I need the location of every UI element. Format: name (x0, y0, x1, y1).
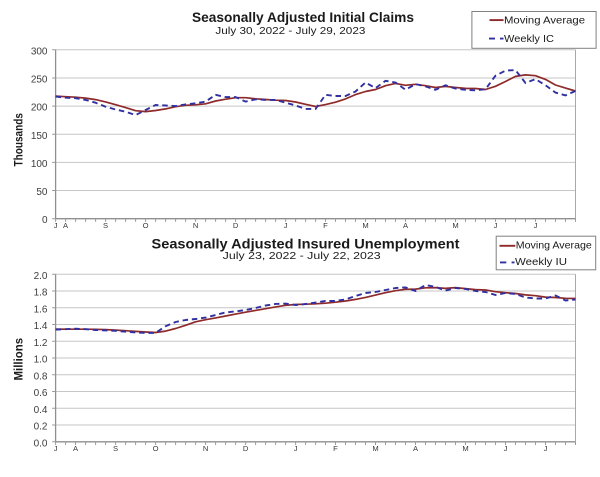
svg-text:F: F (333, 444, 338, 453)
svg-text:J: J (544, 444, 548, 453)
svg-text:A: A (63, 221, 69, 230)
svg-text:0.2: 0.2 (34, 422, 48, 433)
svg-text:Weekly IC: Weekly IC (504, 33, 554, 45)
svg-text:150: 150 (31, 131, 48, 142)
svg-text:O: O (143, 221, 149, 230)
svg-text:0.0: 0.0 (34, 438, 48, 449)
svg-text:1.0: 1.0 (34, 355, 48, 366)
svg-text:200: 200 (31, 103, 48, 114)
svg-text:1.4: 1.4 (34, 321, 48, 332)
svg-text:J: J (494, 221, 498, 230)
svg-text:Weekly IU: Weekly IU (515, 257, 567, 268)
svg-text:M: M (362, 221, 368, 230)
svg-text:July 30, 2022 - July 29, 2023: July 30, 2022 - July 29, 2023 (215, 25, 365, 37)
svg-text:Thousands: Thousands (14, 113, 26, 167)
svg-text:0.8: 0.8 (34, 371, 48, 382)
svg-text:250: 250 (31, 74, 48, 85)
svg-text:J: J (284, 221, 288, 230)
svg-text:1.6: 1.6 (34, 304, 48, 315)
svg-text:J: J (534, 221, 538, 230)
svg-text:M: M (452, 221, 458, 230)
svg-text:S: S (103, 221, 108, 230)
svg-text:M: M (462, 444, 468, 453)
svg-text:1.8: 1.8 (34, 288, 48, 299)
svg-text:D: D (233, 221, 239, 230)
svg-text:July 23, 2022 - July 22, 2023: July 23, 2022 - July 22, 2023 (223, 250, 381, 262)
svg-text:A: A (403, 221, 409, 230)
svg-text:50: 50 (36, 187, 48, 198)
svg-text:Seasonally Adjusted Insured Un: Seasonally Adjusted Insured Unemployment (152, 236, 460, 252)
svg-text:A: A (413, 444, 419, 453)
svg-text:J: J (54, 444, 58, 453)
svg-text:A: A (73, 444, 79, 453)
svg-text:J: J (54, 221, 58, 230)
svg-text:Seasonally Adjusted Initial Cl: Seasonally Adjusted Initial Claims (192, 10, 414, 25)
svg-text:J: J (504, 444, 508, 453)
svg-text:F: F (323, 221, 328, 230)
svg-text:0.6: 0.6 (34, 388, 48, 399)
svg-text:0: 0 (42, 215, 48, 226)
svg-text:0.4: 0.4 (34, 405, 48, 416)
svg-text:O: O (153, 444, 159, 453)
svg-text:300: 300 (31, 46, 48, 57)
svg-text:Moving Average: Moving Average (516, 241, 592, 252)
svg-text:S: S (113, 444, 118, 453)
svg-text:N: N (193, 221, 198, 230)
svg-text:Millions: Millions (14, 338, 26, 381)
svg-text:M: M (372, 444, 378, 453)
svg-text:1.2: 1.2 (34, 338, 48, 349)
svg-text:100: 100 (31, 159, 48, 170)
svg-text:Moving Average: Moving Average (504, 15, 585, 27)
svg-text:2.0: 2.0 (34, 271, 48, 282)
svg-text:D: D (243, 444, 249, 453)
svg-text:J: J (294, 444, 298, 453)
svg-text:N: N (203, 444, 208, 453)
